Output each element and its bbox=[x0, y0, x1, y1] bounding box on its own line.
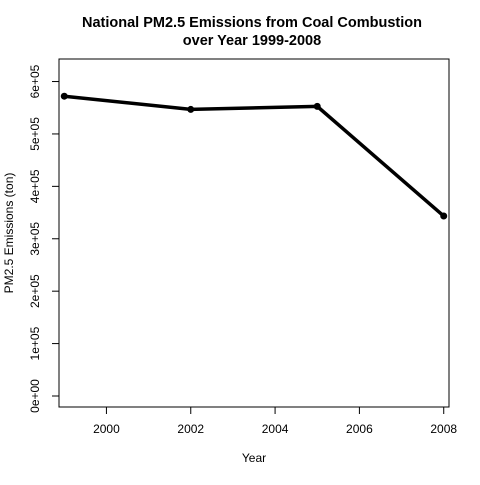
y-tick-label: 3e+05 bbox=[28, 222, 42, 256]
data-point bbox=[60, 92, 68, 100]
y-tick-label: 1e+05 bbox=[28, 326, 42, 360]
data-point bbox=[313, 102, 321, 110]
x-axis: 2000 2002 2004 2006 2008 bbox=[93, 406, 457, 436]
x-tick-label: 2000 bbox=[93, 422, 120, 436]
y-tick-label: 4e+05 bbox=[28, 169, 42, 203]
series-layer bbox=[60, 92, 448, 220]
x-tick-label: 2002 bbox=[177, 422, 204, 436]
x-tick-label: 2004 bbox=[262, 422, 289, 436]
data-point bbox=[440, 212, 448, 220]
chart-title: National PM2.5 Emissions from Coal Combu… bbox=[82, 15, 422, 31]
y-tick-label: 6e+05 bbox=[28, 64, 42, 98]
y-axis-label: PM2.5 Emissions (ton) bbox=[2, 173, 16, 294]
x-axis-label: Year bbox=[242, 451, 266, 465]
chart-subtitle: over Year 1999-2008 bbox=[183, 33, 321, 49]
y-axis: 0e+00 1e+05 2e+05 3e+05 4e+05 5e+05 6e+05 bbox=[28, 64, 60, 413]
x-tick-label: 2006 bbox=[346, 422, 373, 436]
x-tick-label: 2008 bbox=[430, 422, 457, 436]
data-point bbox=[187, 105, 195, 113]
y-tick-label: 0e+00 bbox=[28, 379, 42, 413]
plot-area-border bbox=[58, 58, 450, 408]
y-tick-label: 5e+05 bbox=[28, 117, 42, 151]
series-line bbox=[62, 94, 446, 218]
y-tick-label: 2e+05 bbox=[28, 274, 42, 308]
